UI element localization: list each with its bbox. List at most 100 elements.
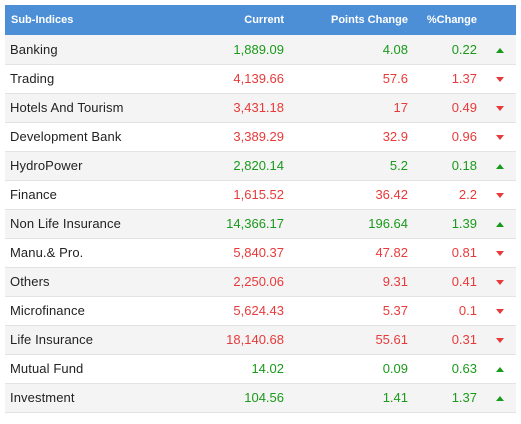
trend-cell (483, 35, 516, 64)
trend-cell (483, 64, 516, 93)
trend-cell (483, 122, 516, 151)
table-row[interactable]: Non Life Insurance 14,366.17 196.64 1.39 (5, 209, 516, 238)
points-change-value: 5.2 (389, 158, 408, 173)
sub-index-name: Microfinance (10, 303, 85, 318)
current-value: 1,615.52 (233, 187, 284, 202)
triangle-down-icon (495, 251, 504, 257)
points-change-value: 9.31 (382, 274, 408, 289)
table-row[interactable]: Trading 4,139.66 57.6 1.37 (5, 64, 516, 93)
sub-index-name: Others (10, 274, 50, 289)
sub-indices-table: Sub-Indices Current Points Change %Chang… (5, 5, 516, 413)
table-row[interactable]: Others 2,250.06 9.31 0.41 (5, 267, 516, 296)
sub-index-name: Mutual Fund (10, 361, 84, 376)
sub-index-name: Banking (10, 41, 58, 57)
pct-change-value: 0.18 (451, 158, 477, 173)
trend-cell (483, 93, 516, 122)
triangle-up-icon (495, 367, 504, 373)
current-value: 14.02 (251, 361, 284, 376)
triangle-down-icon (495, 106, 504, 112)
trend-cell (483, 354, 516, 383)
triangle-up-icon (495, 222, 504, 228)
points-change-value: 0.09 (382, 361, 408, 376)
table-row[interactable]: HydroPower 2,820.14 5.2 0.18 (5, 151, 516, 180)
trend-cell (483, 151, 516, 180)
triangle-down-icon (495, 280, 504, 286)
current-value: 2,250.06 (233, 274, 284, 289)
triangle-down-icon (495, 193, 504, 199)
points-change-value: 1.41 (382, 390, 408, 405)
table-row[interactable]: Finance 1,615.52 36.42 2.2 (5, 180, 516, 209)
column-header-current[interactable]: Current (244, 14, 284, 26)
sub-index-name: Non Life Insurance (10, 216, 121, 231)
trend-cell (483, 238, 516, 267)
current-value: 1,889.09 (233, 41, 284, 57)
pct-change-value: 0.49 (451, 100, 477, 115)
pct-change-value: 0.1 (458, 303, 477, 318)
pct-change-value: 1.39 (451, 216, 477, 231)
table-row[interactable]: Microfinance 5,624.43 5.37 0.1 (5, 296, 516, 325)
points-change-value: 32.9 (382, 129, 408, 144)
sub-index-name: Finance (10, 187, 57, 202)
sub-indices-widget: Sub-Indices Current Points Change %Chang… (5, 5, 516, 413)
trend-cell (483, 267, 516, 296)
pct-change-value: 0.63 (451, 361, 477, 376)
pct-change-value: 0.81 (451, 245, 477, 260)
points-change-value: 36.42 (375, 187, 408, 202)
pct-change-value: 0.41 (451, 274, 477, 289)
current-value: 3,431.18 (233, 100, 284, 115)
triangle-up-icon (495, 164, 504, 170)
column-header-points-change[interactable]: Points Change (330, 14, 408, 26)
current-value: 3,389.29 (233, 129, 284, 144)
column-header-trend (483, 5, 516, 35)
trend-cell (483, 296, 516, 325)
trend-cell (483, 209, 516, 238)
table-row[interactable]: Investment 104.56 1.41 1.37 (5, 383, 516, 412)
pct-change-value: 0.31 (451, 332, 477, 347)
current-value: 18,140.68 (226, 332, 284, 347)
sub-index-name: Investment (10, 390, 75, 405)
sub-index-name: HydroPower (10, 158, 83, 173)
points-change-value: 5.37 (382, 303, 408, 318)
points-change-value: 47.82 (375, 245, 408, 260)
table-row[interactable]: Manu.& Pro. 5,840.37 47.82 0.81 (5, 238, 516, 267)
table-row[interactable]: Hotels And Tourism 3,431.18 17 0.49 (5, 93, 516, 122)
points-change-value: 17 (393, 100, 408, 115)
table-row[interactable]: Banking 1,889.09 4.08 0.22 (5, 35, 516, 64)
current-value: 5,624.43 (233, 303, 284, 318)
table-row[interactable]: Life Insurance 18,140.68 55.61 0.31 (5, 325, 516, 354)
pct-change-value: 0.22 (451, 41, 477, 57)
pct-change-value: 1.37 (451, 71, 477, 86)
points-change-value: 55.61 (375, 332, 408, 347)
pct-change-value: 1.37 (451, 390, 477, 405)
sub-index-name: Trading (10, 71, 55, 86)
triangle-up-icon (495, 47, 504, 53)
column-header-pct-change[interactable]: %Change (426, 14, 477, 26)
sub-index-name: Life Insurance (10, 332, 94, 347)
trend-cell (483, 383, 516, 412)
triangle-up-icon (495, 396, 504, 402)
triangle-down-icon (495, 338, 504, 344)
table-header: Sub-Indices Current Points Change %Chang… (5, 5, 516, 35)
table-row[interactable]: Development Bank 3,389.29 32.9 0.96 (5, 122, 516, 151)
triangle-down-icon (495, 135, 504, 141)
pct-change-value: 0.96 (451, 129, 477, 144)
table-row[interactable]: Mutual Fund 14.02 0.09 0.63 (5, 354, 516, 383)
current-value: 104.56 (244, 390, 284, 405)
table-body: Banking 1,889.09 4.08 0.22 Trading 4,139.66 57… (5, 35, 516, 412)
trend-cell (483, 325, 516, 354)
points-change-value: 4.08 (382, 41, 408, 57)
current-value: 5,840.37 (233, 245, 284, 260)
pct-change-value: 2.2 (458, 187, 477, 202)
sub-index-name: Manu.& Pro. (10, 245, 84, 260)
current-value: 2,820.14 (233, 158, 284, 173)
current-value: 14,366.17 (226, 216, 284, 231)
sub-index-name: Hotels And Tourism (10, 100, 124, 115)
trend-cell (483, 180, 516, 209)
column-header-sub-indices[interactable]: Sub-Indices (11, 14, 74, 26)
points-change-value: 57.6 (382, 71, 408, 86)
points-change-value: 196.64 (368, 216, 408, 231)
triangle-down-icon (495, 309, 504, 315)
triangle-down-icon (495, 77, 504, 83)
current-value: 4,139.66 (233, 71, 284, 86)
sub-index-name: Development Bank (10, 129, 122, 144)
